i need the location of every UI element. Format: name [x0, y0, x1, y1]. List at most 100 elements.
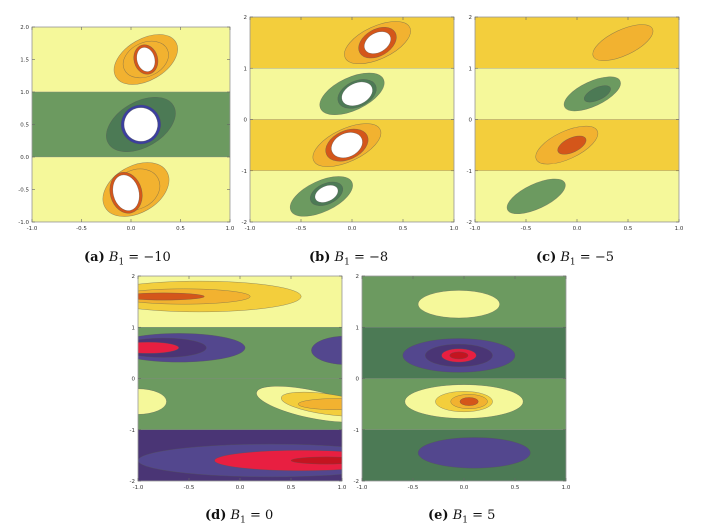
x-tick-label: -0.5	[296, 226, 307, 232]
contour-region	[592, 24, 654, 61]
contour-region	[506, 178, 566, 215]
y-tick-label: 1	[244, 66, 248, 72]
caption-a: (a) B1 = −10	[84, 250, 171, 268]
x-tick-label: -0.5	[184, 485, 195, 491]
caption-a-symbol: B	[108, 250, 119, 265]
y-tick-label: -1	[242, 169, 247, 175]
y-tick-label: 2.0	[20, 25, 29, 31]
contour-band	[475, 170, 679, 222]
x-tick-label: 0.0	[236, 485, 245, 491]
x-tick-label: -0.5	[76, 226, 87, 232]
y-tick-label: 0	[132, 377, 136, 383]
caption-e-value: = 5	[468, 508, 496, 523]
contour-region	[459, 397, 479, 406]
y-tick-label: -1.0	[18, 220, 29, 226]
caption-c-symbol: B	[560, 250, 570, 265]
y-tick-label: -1	[354, 428, 359, 434]
x-tick-label: 0.5	[624, 226, 633, 232]
caption-c: (c) B1 = −5	[536, 250, 614, 268]
y-tick-label: 0	[244, 118, 248, 124]
x-tick-label: -1.0	[470, 226, 481, 232]
caption-d-label: (d)	[205, 508, 227, 523]
caption-b-value: = −8	[349, 250, 389, 265]
contour-region	[123, 107, 158, 142]
contour-region	[297, 398, 342, 411]
caption-a-subscript: 1	[118, 257, 125, 268]
contour-region	[136, 47, 156, 72]
y-tick-label: -2	[467, 220, 472, 226]
caption-e-label: (e)	[428, 508, 449, 523]
y-tick-label: -2	[242, 220, 247, 226]
y-tick-label: -2	[130, 479, 135, 485]
x-tick-label: 0.0	[460, 485, 469, 491]
caption-e: (e) B1 = 5	[428, 508, 495, 526]
contour-region	[331, 132, 363, 159]
x-tick-label: 0.0	[348, 226, 357, 232]
x-tick-label: 1.0	[562, 485, 571, 491]
contour-region	[417, 290, 500, 319]
contour-region	[112, 174, 140, 211]
y-tick-label: -1	[130, 428, 135, 434]
caption-b-symbol: B	[334, 250, 345, 265]
x-tick-label: 1.0	[450, 226, 459, 232]
x-tick-label: 0.5	[399, 226, 408, 232]
caption-b: (b) B1 = −8	[309, 250, 388, 268]
caption-c-subscript: 1	[569, 257, 576, 268]
caption-d-symbol: B	[230, 508, 241, 523]
contour-region	[417, 437, 531, 469]
y-tick-label: 2	[244, 15, 248, 21]
contour-region	[314, 184, 339, 203]
y-tick-label: -1	[467, 169, 472, 175]
contour-region	[138, 292, 205, 301]
caption-a-label: (a)	[84, 250, 105, 265]
caption-c-label: (c)	[536, 250, 557, 265]
y-tick-label: 1	[469, 66, 473, 72]
y-tick-label: 1.5	[20, 58, 29, 64]
y-tick-label: 2	[356, 274, 360, 280]
y-tick-label: -0.5	[18, 188, 29, 194]
x-tick-label: 1.0	[226, 226, 235, 232]
caption-c-value: = −5	[575, 250, 614, 265]
caption-e-symbol: B	[452, 508, 463, 523]
contour-region	[341, 81, 373, 107]
contour-region	[449, 351, 469, 360]
y-tick-label: 0.0	[20, 155, 29, 161]
x-tick-label: 0.5	[511, 485, 520, 491]
x-tick-label: 1.0	[675, 226, 684, 232]
x-tick-label: 0.5	[176, 226, 185, 232]
caption-d-value: = 0	[245, 508, 274, 523]
y-tick-label: 1	[132, 325, 136, 331]
caption-b-subscript: 1	[344, 257, 350, 268]
y-tick-label: 0	[356, 377, 360, 383]
caption-b-label: (b)	[309, 250, 331, 265]
x-tick-label: -1.0	[27, 226, 38, 232]
x-tick-label: -1.0	[133, 485, 144, 491]
caption-d: (d) B1 = 0	[205, 508, 273, 526]
y-tick-label: -2	[354, 479, 359, 485]
x-tick-label: 1.0	[338, 485, 347, 491]
y-tick-label: 2	[469, 15, 473, 21]
x-tick-label: 0.5	[287, 485, 296, 491]
x-tick-label: 0.0	[127, 226, 136, 232]
caption-d-subscript: 1	[240, 515, 246, 526]
y-tick-label: 0	[469, 118, 473, 124]
x-tick-label: 0.0	[573, 226, 582, 232]
x-tick-label: -1.0	[245, 226, 256, 232]
contour-region	[583, 85, 611, 103]
x-tick-label: -0.5	[408, 485, 419, 491]
contour-region	[557, 135, 587, 155]
x-tick-label: -0.5	[521, 226, 532, 232]
y-tick-label: 2	[132, 274, 136, 280]
y-tick-label: 1.0	[20, 90, 29, 96]
y-tick-label: 1	[356, 325, 360, 331]
contour-region	[138, 341, 180, 354]
contour-region	[214, 450, 342, 471]
contour-band	[250, 170, 454, 222]
x-tick-label: -1.0	[357, 485, 368, 491]
contour-region	[363, 31, 392, 54]
caption-a-value: = −10	[124, 250, 171, 265]
